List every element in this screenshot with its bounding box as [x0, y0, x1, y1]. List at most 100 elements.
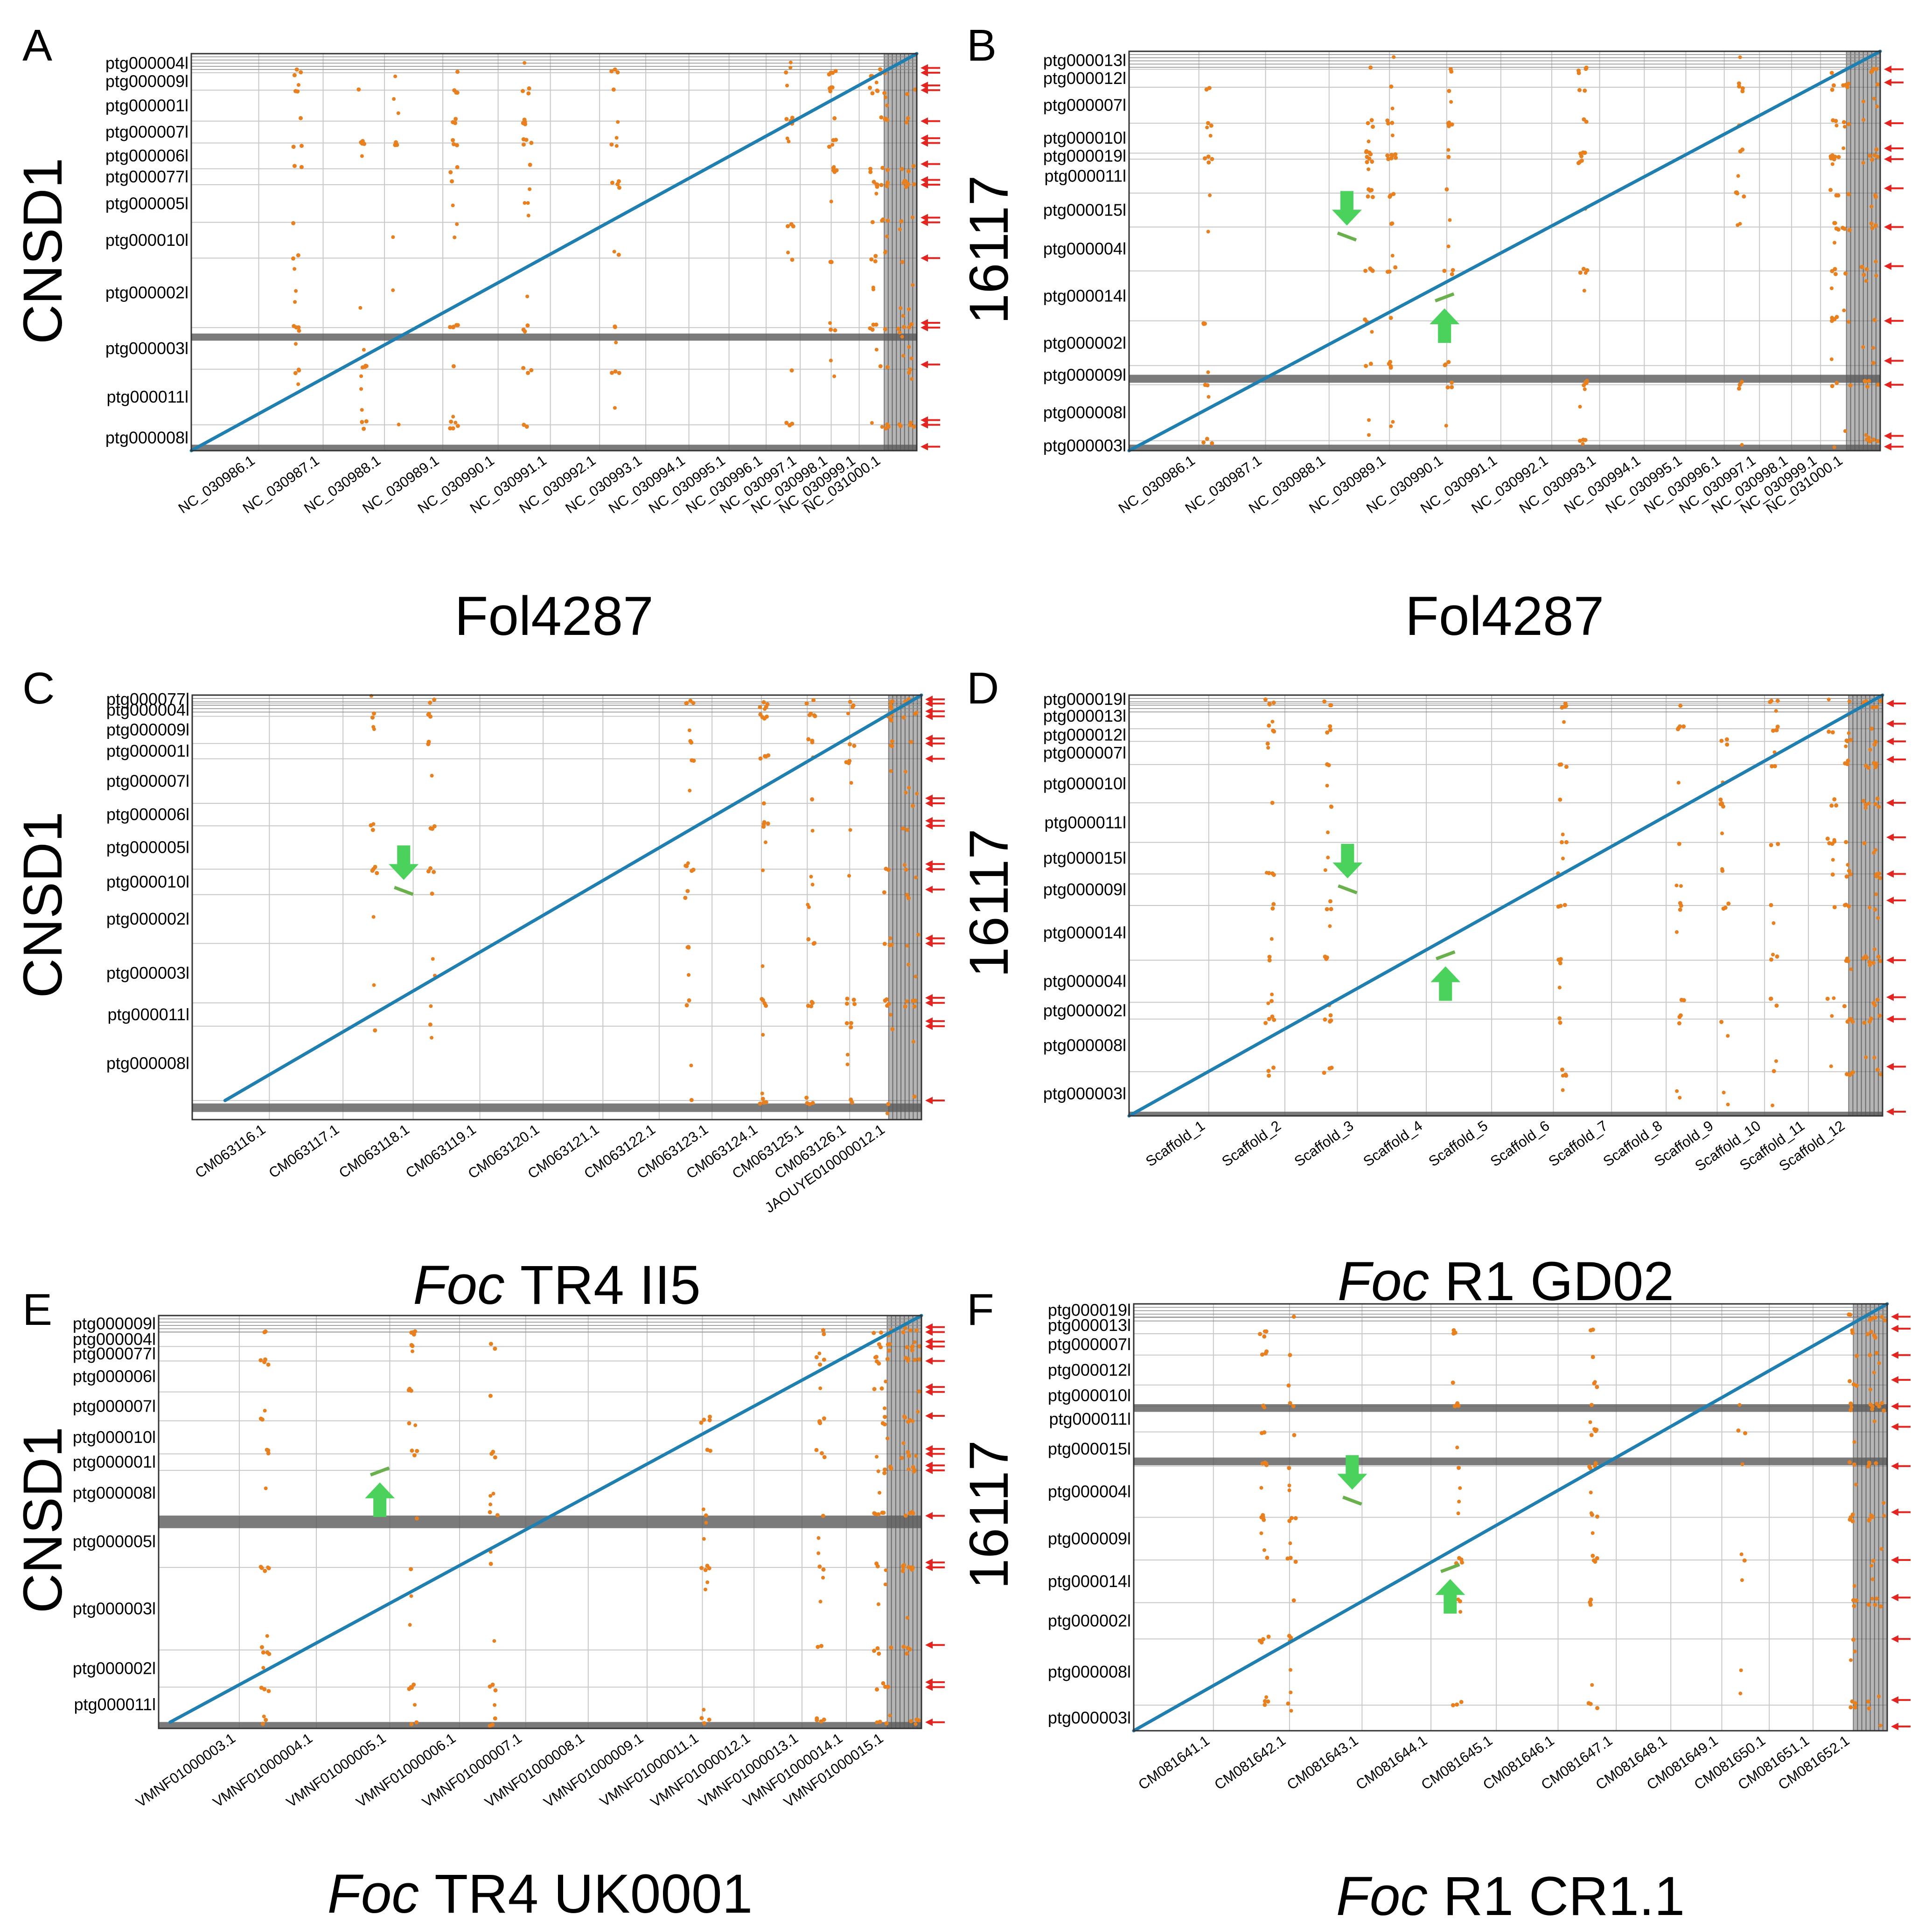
repeat-dot: [1260, 1352, 1264, 1357]
repeat-dot: [1876, 804, 1881, 809]
repeat-dot: [1288, 1668, 1292, 1672]
inversion-segment: [370, 1466, 390, 1476]
repeat-dot: [1458, 1486, 1462, 1490]
repeat-dot: [1872, 1333, 1876, 1338]
repeat-dot: [1590, 1683, 1594, 1687]
repeat-dot: [907, 345, 911, 349]
repeat-dot: [1847, 228, 1851, 232]
repeat-dot: [428, 700, 432, 705]
repeat-dot: [879, 1386, 884, 1391]
x-tick-label: Scaffold_1: [1143, 1117, 1208, 1170]
red-arrow-head: [925, 1412, 933, 1420]
repeat-dot: [704, 1513, 708, 1518]
repeat-dot: [879, 183, 884, 188]
repeat-dot: [1588, 1466, 1593, 1470]
repeat-dot: [1595, 1556, 1599, 1560]
repeat-dot: [1848, 1517, 1852, 1522]
red-arrow-head: [921, 416, 928, 424]
red-arrow-head: [925, 934, 933, 942]
repeat-dot: [1583, 380, 1588, 384]
repeat-dot: [1578, 270, 1583, 275]
repeat-dot: [1579, 154, 1584, 159]
repeat-dot: [883, 327, 887, 332]
y-tick-label: ptg000007l: [1043, 743, 1126, 762]
repeat-dot: [455, 222, 459, 226]
repeat-dot: [1827, 729, 1831, 734]
repeat-dot: [1209, 123, 1214, 128]
repeat-dot: [1322, 699, 1327, 704]
repeat-dot: [883, 251, 887, 255]
repeat-dot: [702, 1707, 706, 1712]
red-arrow-head: [925, 1559, 933, 1567]
y-axis-label: 16117: [958, 1440, 1020, 1589]
panel-letter: F: [967, 1285, 994, 1335]
red-arrow-head: [925, 1466, 933, 1474]
repeat-dot: [371, 867, 376, 871]
repeat-dot: [688, 698, 693, 703]
y-tick-label: ptg000012l: [1043, 69, 1126, 88]
alignment-segment: [541, 221, 610, 260]
repeat-dot: [408, 1623, 412, 1627]
repeat-dot: [875, 89, 880, 93]
repeat-dot: [766, 821, 770, 826]
repeat-dot: [819, 1719, 823, 1724]
red-arrow-head: [1886, 700, 1894, 708]
red-arrow-head: [1891, 1508, 1898, 1516]
alignment-segment: [237, 368, 342, 427]
repeat-dot: [1852, 1584, 1856, 1588]
repeat-dot: [910, 377, 914, 381]
red-arrow-head: [925, 860, 933, 868]
repeat-dot: [906, 896, 911, 900]
repeat-dot: [1842, 1004, 1847, 1009]
repeat-dot: [914, 1722, 918, 1726]
repeat-dot: [1582, 289, 1586, 293]
repeat-dot: [846, 711, 850, 716]
alignment-segment: [338, 326, 418, 371]
repeat-dot: [1834, 803, 1839, 808]
y-tick-label: ptg000002l: [1043, 334, 1126, 353]
repeat-dot: [1876, 916, 1880, 920]
repeat-dot: [1206, 121, 1210, 125]
inversion-segment: [1337, 231, 1357, 242]
repeat-dot: [292, 324, 296, 328]
repeat-dot: [788, 61, 793, 65]
repeat-dot: [300, 144, 304, 148]
repeat-dot: [453, 117, 458, 121]
repeat-dot: [1201, 321, 1206, 326]
green-inversion-arrow: [1435, 1579, 1465, 1614]
repeat-dot: [363, 363, 368, 368]
repeat-dot: [909, 356, 914, 361]
repeat-dot: [887, 1348, 892, 1353]
repeat-dot: [1394, 155, 1398, 160]
repeat-dot: [1736, 223, 1740, 227]
repeat-dot: [1562, 720, 1566, 724]
red-arrow-head: [925, 1388, 933, 1396]
repeat-dot: [884, 426, 888, 431]
alignment-segment: [189, 423, 240, 453]
x-tick-label: CM081641.1: [1135, 1732, 1212, 1793]
alignment-segment: [664, 1419, 729, 1455]
repeat-dot: [760, 1096, 765, 1101]
repeat-dot: [829, 358, 833, 362]
repeat-dot: [1291, 1598, 1296, 1603]
repeat-dot: [1853, 1705, 1858, 1710]
repeat-dot: [493, 1703, 497, 1707]
repeat-dot: [1589, 1403, 1594, 1407]
repeat-dot: [1329, 804, 1333, 808]
repeat-dot: [1771, 728, 1775, 733]
y-tick-label: ptg000003l: [73, 1599, 156, 1618]
repeat-dot: [877, 1361, 881, 1366]
repeat-dot: [1769, 996, 1773, 1001]
x-axis-label-text: Fol4287: [454, 585, 653, 647]
y-tick-label: ptg000019l: [1048, 1301, 1131, 1320]
repeat-dot: [1832, 797, 1837, 801]
alignment-segment: [695, 801, 737, 828]
repeat-dot: [1866, 1464, 1870, 1469]
red-arrow-head: [921, 176, 928, 184]
repeat-dot: [805, 1101, 809, 1106]
repeat-dot: [1874, 704, 1879, 709]
dense-contig-band: [1134, 1457, 1887, 1465]
repeat-dot: [1289, 1709, 1293, 1713]
panel-letter: E: [22, 1285, 52, 1335]
red-arrow-head: [921, 218, 928, 226]
